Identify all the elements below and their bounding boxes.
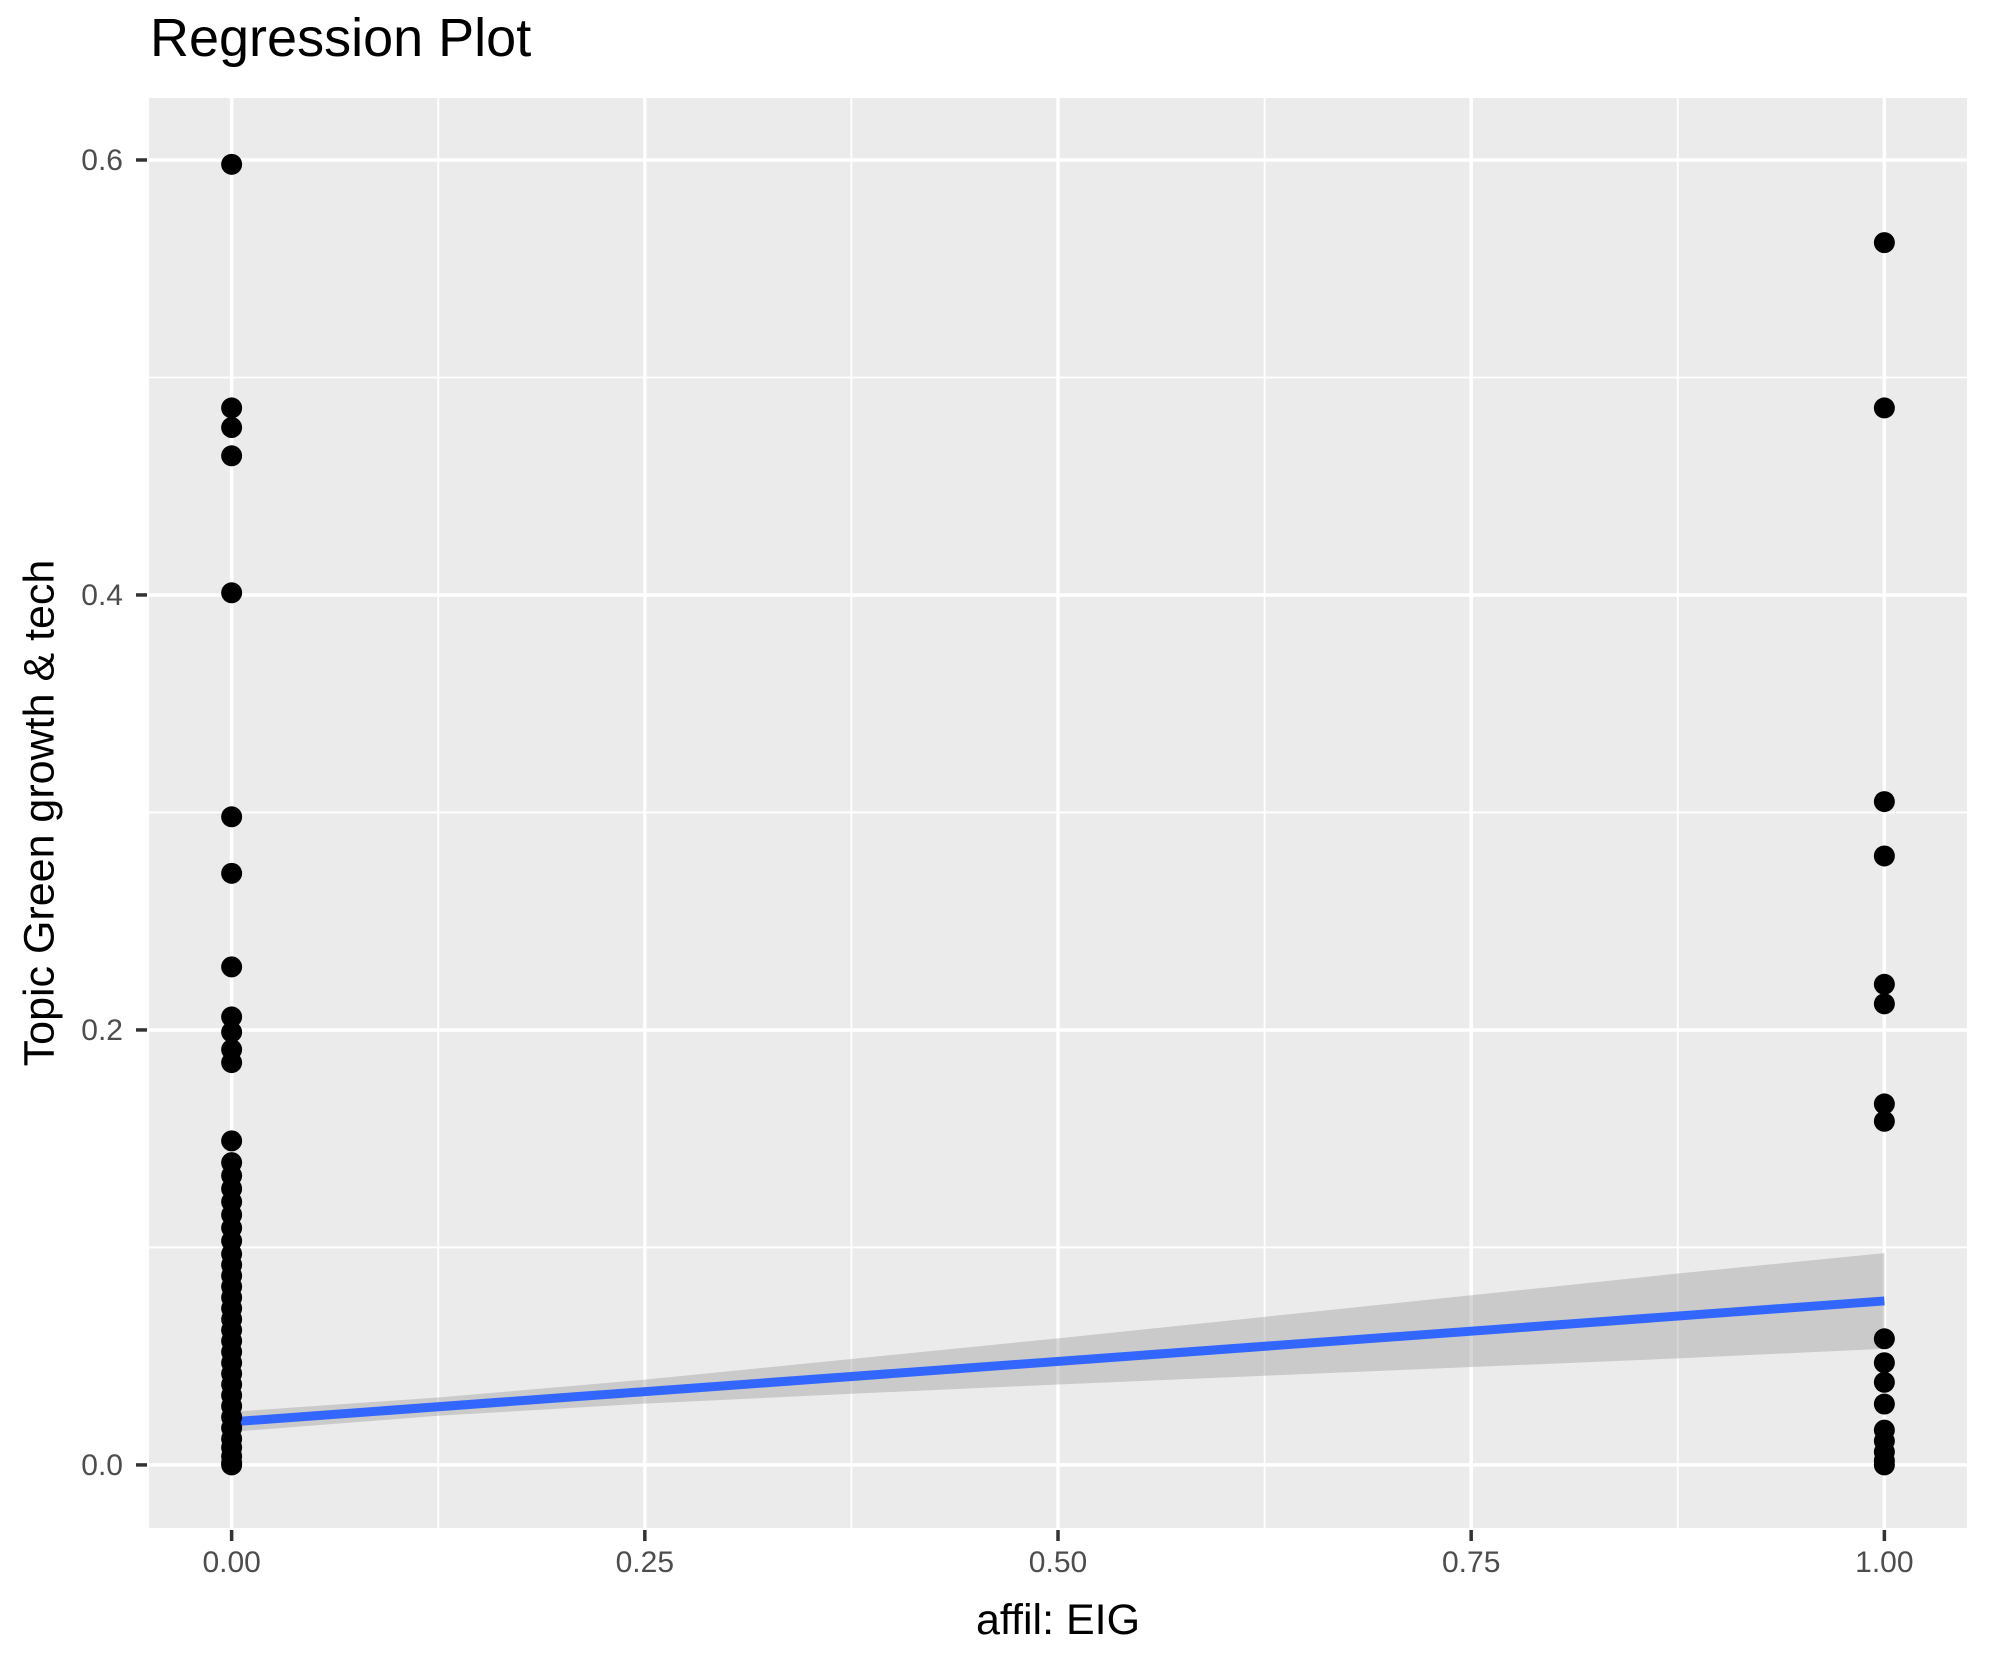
- regression-line: [231, 1296, 1885, 1427]
- y-tick-label: 0.4: [81, 579, 123, 612]
- data-point: [221, 1454, 243, 1476]
- data-point: [1873, 1352, 1895, 1374]
- data-point: [1873, 1393, 1895, 1415]
- y-tick-label: 0.2: [81, 1014, 123, 1047]
- data-point: [1873, 791, 1895, 813]
- x-tick-label: 0.75: [1442, 1546, 1500, 1579]
- data-point: [1873, 1110, 1895, 1132]
- data-point: [221, 1021, 243, 1043]
- data-point: [1873, 232, 1895, 254]
- data-point: [1873, 993, 1895, 1015]
- data-point: [221, 1006, 243, 1028]
- data-point: [1873, 973, 1895, 995]
- data-point: [221, 582, 243, 604]
- x-tick-label: 0.00: [202, 1546, 260, 1579]
- data-point: [221, 956, 243, 978]
- data-point: [221, 153, 243, 175]
- data-point: [1873, 1454, 1895, 1476]
- data-point: [221, 1052, 243, 1074]
- data-point: [1873, 1328, 1895, 1350]
- data-point: [221, 445, 243, 467]
- y-tick-label: 0.0: [81, 1449, 123, 1482]
- x-tick-label: 1.00: [1855, 1546, 1913, 1579]
- data-point: [221, 1130, 243, 1152]
- x-tick-label: 0.25: [616, 1546, 674, 1579]
- data-point: [1873, 845, 1895, 867]
- data-point: [221, 397, 243, 419]
- data-point: [1873, 1093, 1895, 1115]
- y-tick-label: 0.6: [81, 144, 123, 177]
- chart-title: Regression Plot: [150, 8, 532, 68]
- data-point: [1873, 397, 1895, 419]
- data-point: [221, 806, 243, 828]
- x-axis-title: affil: EIG: [975, 1596, 1141, 1644]
- x-tick-label: 0.50: [1029, 1546, 1087, 1579]
- data-point: [1873, 1371, 1895, 1393]
- data-point: [221, 416, 243, 438]
- data-point: [221, 862, 243, 884]
